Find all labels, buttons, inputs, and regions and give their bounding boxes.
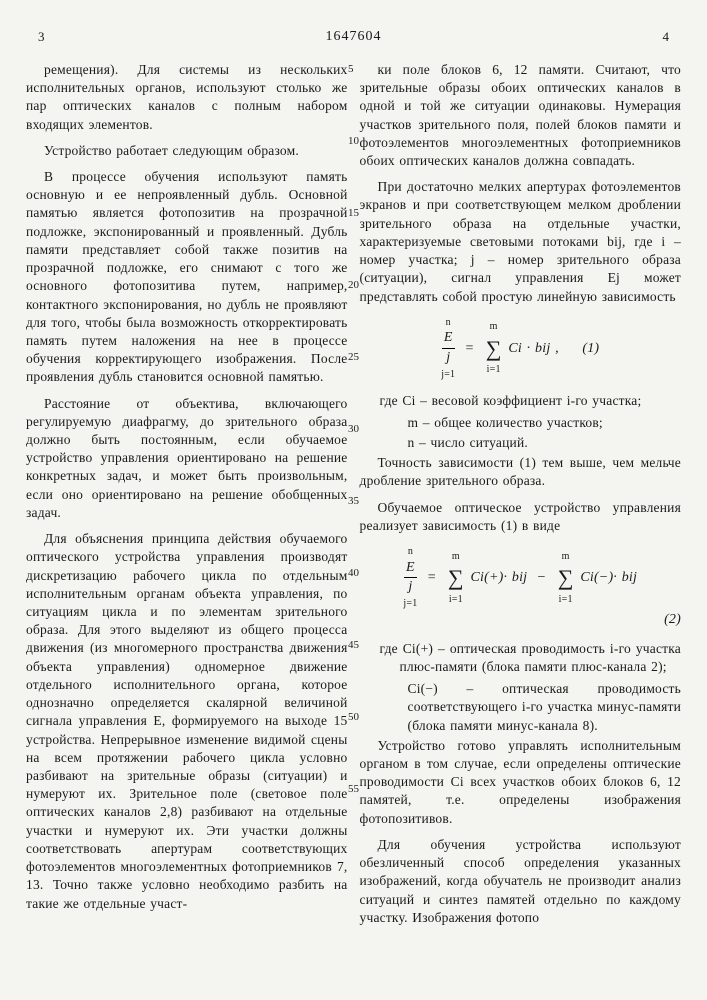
line-mark: 50 (348, 710, 359, 782)
body-text: Устройство работает следующим образом. (26, 142, 348, 160)
where-clause: где Ci – весовой коэффициент i-го участк… (380, 392, 682, 410)
line-mark: 20 (348, 278, 359, 350)
line-mark: 5 (348, 62, 359, 134)
page-header: 3 1647604 4 (26, 28, 681, 47)
body-text: ки поле блоков 6, 12 памяти. Считают, чт… (360, 61, 682, 170)
formula-number: (2) (360, 611, 690, 630)
body-text: В процессе обучения используют память ос… (26, 168, 348, 387)
body-text: Устройство готово управлять исполнительн… (360, 737, 682, 828)
document-number: 1647604 (326, 28, 382, 47)
formula-term: Ci(+)· bij (470, 570, 527, 585)
body-text: Точность зависимости (1) тем выше, чем м… (360, 454, 682, 490)
body-text: ремещения). Для системы из нескольких ис… (26, 61, 348, 134)
line-mark: 30 (348, 422, 359, 494)
page: 3 1647604 4 5 10 15 20 25 30 35 40 45 50… (0, 0, 707, 1000)
body-text: Обучаемое оптическое устройство управлен… (360, 499, 682, 535)
where-clause: n – число ситуаций. (408, 434, 682, 452)
line-mark: 40 (348, 566, 359, 638)
where-clause: m – общее количество участков; (408, 414, 682, 432)
line-mark: 15 (348, 206, 359, 278)
page-number-right: 4 (663, 28, 670, 47)
body-text: Расстояние от объектива, включающего рег… (26, 395, 348, 523)
line-mark: 55 (348, 782, 359, 854)
left-column: ремещения). Для системы из нескольких ис… (26, 61, 348, 935)
line-number-gutter: 5 10 15 20 25 30 35 40 45 50 55 (348, 62, 359, 854)
line-mark: 35 (348, 494, 359, 566)
line-mark: 45 (348, 638, 359, 710)
right-column: ки поле блоков 6, 12 памяти. Считают, чт… (360, 61, 682, 935)
line-mark: 25 (348, 350, 359, 422)
formula-term: Ci(−)· bij (580, 570, 637, 585)
line-mark: 10 (348, 134, 359, 206)
body-text: Для объяснения принципа действия обучаем… (26, 530, 348, 913)
where-clause: где Ci(+) – оптическая проводимость i-го… (380, 640, 682, 676)
formula-1: n Ej j=1 = m∑i=1 Ci · bij , (1) (360, 316, 682, 382)
page-number-left: 3 (38, 28, 45, 47)
formula-term: Ci · bij , (508, 341, 559, 356)
body-text: При достаточно мелких апертурах фотоэлем… (360, 178, 682, 306)
body-text: Для обучения устройства используют обезл… (360, 836, 682, 927)
formula-2: n Ej j=1 = m∑i=1 Ci(+)· bij − m∑i=1 Ci(−… (360, 545, 682, 630)
where-clause: Ci(−) – оптическая проводимость соответс… (408, 680, 682, 735)
formula-number: (1) (582, 341, 599, 356)
